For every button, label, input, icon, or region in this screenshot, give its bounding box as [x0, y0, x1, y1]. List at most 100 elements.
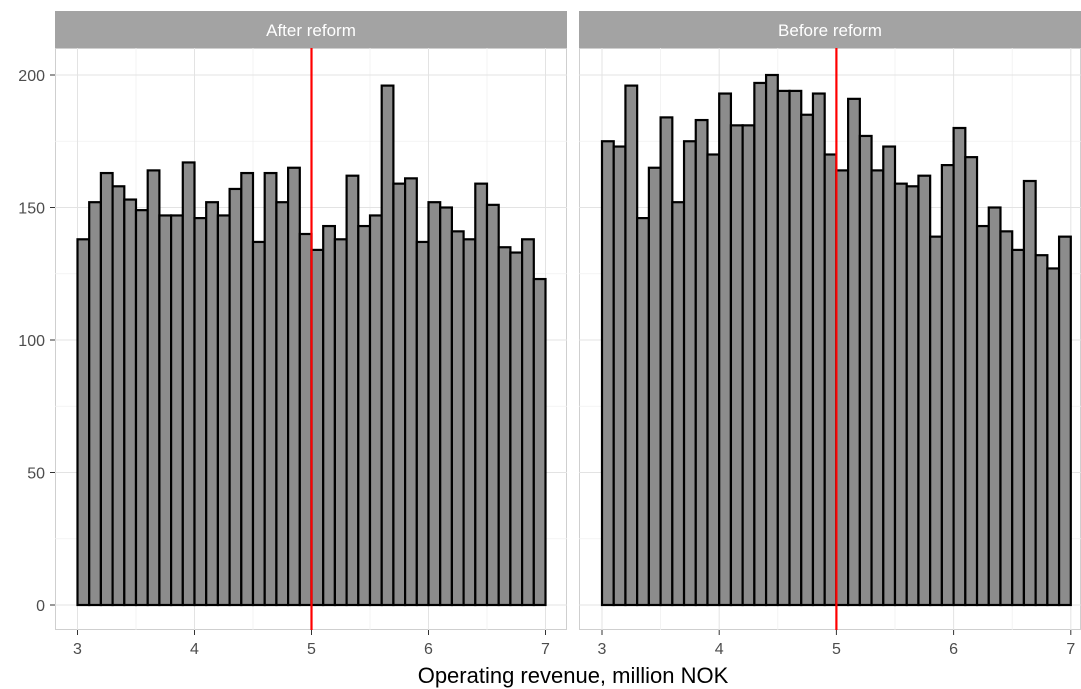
histogram-bar	[659, 116, 674, 607]
histogram-bar	[600, 140, 615, 607]
histogram-bar	[404, 177, 418, 607]
x-tick-label: 5	[832, 641, 841, 658]
histogram-bar	[99, 171, 114, 607]
histogram-bar	[76, 238, 91, 607]
histogram-bar	[835, 169, 850, 607]
histogram-bar	[310, 248, 325, 607]
x-tick-label: 3	[73, 641, 82, 658]
histogram-bar	[1034, 254, 1049, 607]
histogram-bar	[987, 206, 1002, 607]
histogram-bar	[439, 206, 454, 607]
histogram-bar	[380, 84, 395, 607]
histogram-bar	[205, 201, 219, 607]
x-tick-label: 5	[307, 641, 316, 658]
histogram-bar	[1046, 267, 1061, 607]
histogram-bar	[706, 153, 721, 607]
histogram-bar	[776, 89, 791, 607]
histogram-bar	[1057, 235, 1072, 607]
bars-before-reform	[600, 73, 1072, 607]
histogram-bar	[694, 118, 709, 607]
histogram-bar	[788, 89, 803, 607]
histogram-bar	[975, 224, 990, 607]
y-axis: 0 50 100 150 200	[18, 68, 55, 615]
histogram-bar	[415, 240, 430, 607]
histogram-bar	[870, 169, 885, 607]
panel-before-reform: Before reform	[579, 11, 1081, 630]
histogram-bar	[905, 185, 920, 607]
histogram-bar	[450, 230, 465, 607]
histogram-bar	[624, 84, 639, 607]
strip-before-reform	[579, 11, 1081, 48]
histogram-bar	[111, 185, 126, 607]
histogram-bar	[940, 164, 955, 607]
x-tick-label: 6	[424, 641, 433, 658]
histogram-bar	[952, 126, 967, 607]
histogram-bar	[345, 174, 360, 607]
histogram-bar	[170, 214, 184, 607]
histogram-bar	[368, 214, 383, 607]
histogram-bar	[146, 169, 161, 607]
histogram-bar	[682, 140, 697, 607]
strip-label-after-reform: After reform	[266, 21, 356, 40]
histogram-bar	[636, 217, 650, 607]
x-axis-title: Operating revenue, million NOK	[418, 663, 729, 688]
histogram-bar	[275, 201, 290, 607]
histogram-bar	[671, 201, 686, 607]
x-tick-label: 7	[541, 641, 550, 658]
histogram-bar	[88, 201, 102, 607]
x-axis-after-reform: 3 4 5 6 7	[73, 630, 550, 658]
histogram-bar	[474, 182, 489, 607]
strip-after-reform	[55, 11, 567, 48]
histogram-bar	[647, 166, 662, 607]
histogram-bar	[964, 156, 979, 607]
x-tick-label: 4	[190, 641, 199, 658]
histogram-bar	[999, 230, 1014, 607]
histogram-bar	[263, 171, 278, 607]
histogram-bar	[811, 92, 826, 607]
histogram-bar	[612, 145, 627, 607]
histogram-bar	[847, 97, 861, 607]
x-tick-label: 4	[715, 641, 724, 658]
y-tick-label: 100	[18, 333, 45, 350]
histogram-bar	[357, 224, 372, 607]
histogram-bar	[520, 238, 535, 607]
histogram-bar	[298, 232, 313, 607]
histogram-bar	[193, 217, 208, 607]
panel-after-reform: After reform	[55, 11, 567, 630]
histogram-bar	[893, 182, 908, 607]
histogram-bar	[322, 224, 337, 607]
y-tick-label: 200	[18, 68, 45, 85]
histogram-bar	[240, 171, 255, 607]
histogram-bar	[532, 277, 547, 607]
histogram-bar	[858, 134, 873, 607]
histogram-bar	[181, 161, 196, 607]
x-axis-before-reform: 3 4 5 6 7	[598, 630, 1075, 658]
histogram-bar	[1022, 179, 1037, 607]
histogram-bar	[741, 124, 756, 607]
histogram-bar	[228, 187, 243, 607]
x-tick-label: 3	[598, 641, 607, 658]
histogram-bar	[462, 238, 477, 607]
y-tick-label: 50	[27, 466, 45, 483]
strip-label-before-reform: Before reform	[778, 21, 882, 40]
histogram-bar	[718, 92, 733, 607]
histogram-bar	[882, 145, 897, 607]
histogram-bar	[764, 73, 779, 607]
histogram-bar	[134, 209, 149, 607]
histogram-bar	[929, 235, 943, 607]
histogram-bar	[823, 153, 838, 607]
x-tick-label: 6	[949, 641, 958, 658]
histogram-bar	[216, 214, 231, 607]
histogram-bar	[251, 240, 266, 607]
histogram-bar	[392, 182, 407, 607]
bars-after-reform	[76, 84, 547, 607]
histogram-bar	[509, 251, 524, 607]
histogram-bar	[497, 246, 512, 607]
y-tick-label: 0	[36, 598, 45, 615]
y-tick-label: 150	[18, 201, 45, 218]
x-tick-label: 7	[1066, 641, 1075, 658]
histogram-bar	[333, 238, 348, 607]
histogram-bar	[485, 203, 500, 607]
histogram-bar	[917, 174, 932, 607]
histogram-bar	[800, 113, 815, 607]
